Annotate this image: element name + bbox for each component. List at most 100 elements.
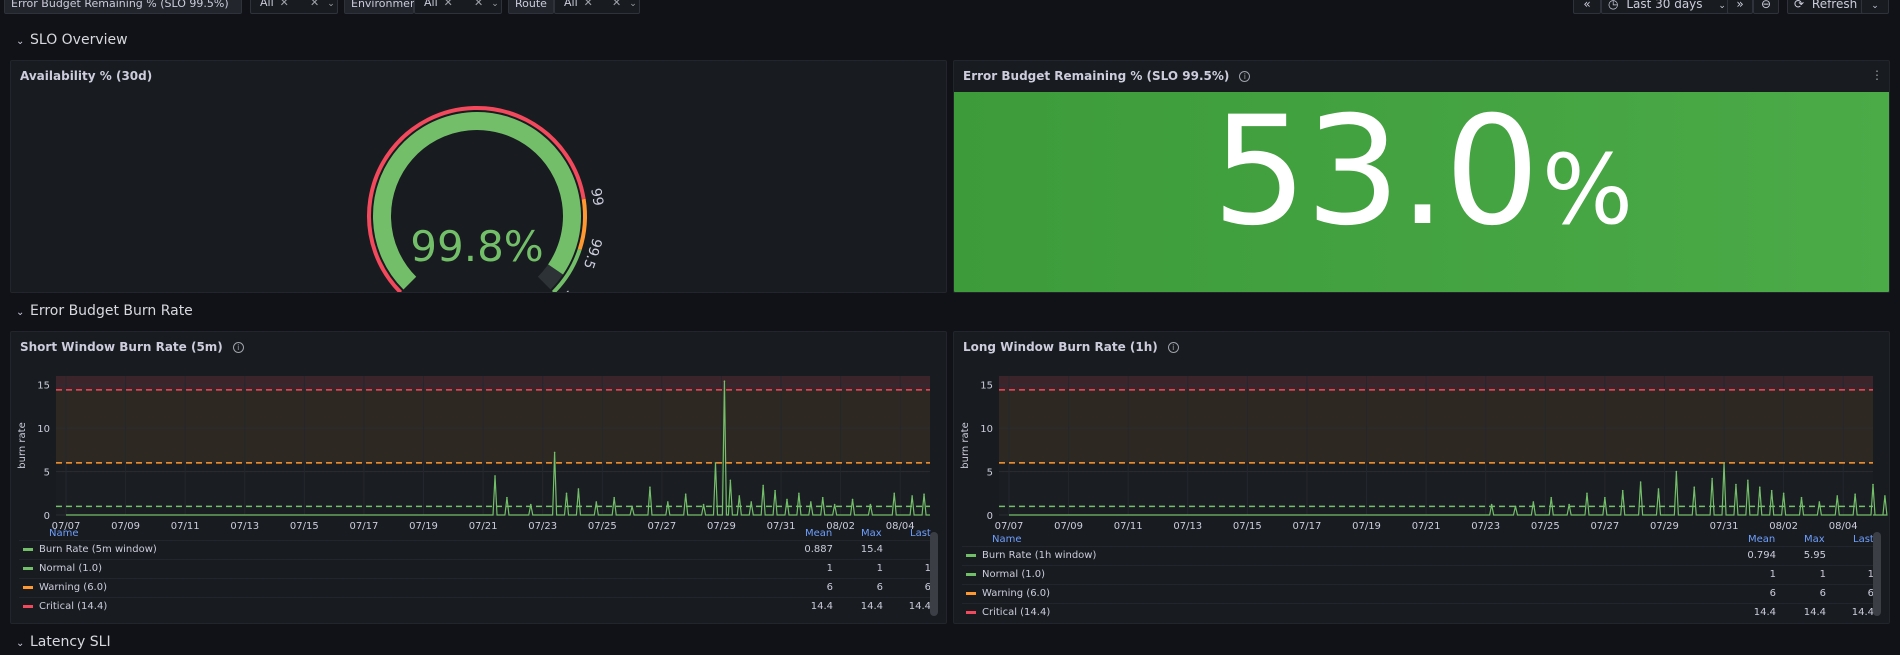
legend-last: 14.4 (1851, 607, 1874, 618)
legend-mean: 1 (1769, 569, 1776, 580)
clock-icon: ◷ (1608, 0, 1619, 11)
environment-all-chip[interactable]: All ✕ (424, 0, 453, 14)
chevron-down-icon[interactable]: ⌄ (629, 0, 637, 9)
info-icon[interactable]: i (1167, 342, 1179, 353)
panel-menu-icon[interactable]: ⋮ (1871, 68, 1883, 82)
budget-variable-dropdown[interactable]: Error Budget Remaining % (SLO 99.5%) (4, 0, 242, 14)
legend-swatch (966, 572, 976, 576)
time-shift-forward-button[interactable]: » (1727, 0, 1753, 14)
legend-header-name[interactable]: Name (992, 534, 1022, 545)
legend-mean: 0.887 (804, 544, 833, 555)
environment-controls[interactable]: ✕ ⌄ (468, 0, 499, 14)
legend-row[interactable]: Warning (6.0) 6 6 6 (962, 584, 1874, 603)
x-tick-label: 07/09 (111, 521, 140, 532)
legend-last: 1 (1867, 569, 1874, 580)
legend-swatch (966, 591, 976, 595)
clear-icon[interactable]: ✕ (310, 0, 320, 9)
long-window-panel[interactable]: Long Window Burn Rate (1h) i 0 5 10 15 07/07 0… (953, 331, 1890, 624)
legend-name: Critical (14.4) (982, 607, 1051, 618)
availability-panel[interactable]: Availability % (30d) 99.8% 95 100 99 99.… (10, 60, 947, 293)
legend-header-max[interactable]: Max (1804, 534, 1825, 545)
legend-mean: 6 (826, 582, 833, 593)
zoom-out-button[interactable]: ⊖ (1753, 0, 1779, 14)
y-tick-label: 10 (980, 424, 993, 435)
legend-name: Normal (1.0) (39, 563, 103, 574)
legend-row[interactable]: Burn Rate (1h window) 0.794 5.95 (962, 546, 1873, 565)
legend-header-name[interactable]: Name (49, 528, 79, 539)
data-point (565, 492, 568, 495)
legend-row[interactable]: Normal (1.0) 1 1 1 (962, 565, 1874, 584)
data-point (613, 496, 615, 499)
route-all-chip[interactable]: All ✕ (564, 0, 593, 14)
route-variable-select[interactable] (554, 0, 640, 14)
gauge-value-arc (373, 112, 581, 290)
legend-swatch (966, 553, 976, 557)
legend-row[interactable]: Warning (6.0) 6 6 6 (19, 578, 931, 597)
x-tick-label: 07/25 (1531, 521, 1560, 532)
legend-header-last[interactable]: Last (1853, 534, 1874, 545)
error-budget-panel[interactable]: Error Budget Remaining % (SLO 99.5%) i ⋮ … (953, 60, 1890, 293)
service-controls[interactable]: ✕ ⌄ (304, 0, 335, 14)
x-tick-label: 07/11 (171, 521, 200, 532)
data-point (631, 505, 633, 508)
chevron-down-icon: ⌄ (16, 307, 25, 318)
data-point (762, 484, 764, 487)
clear-icon[interactable]: ✕ (474, 0, 484, 9)
data-point (1770, 489, 1773, 492)
route-controls[interactable]: ✕ ⌄ (606, 0, 637, 14)
legend-swatch (23, 566, 33, 570)
row-latency-title: Latency SLI (30, 634, 111, 650)
row-slo-overview[interactable]: ⌄ SLO Overview (16, 32, 128, 48)
x-tick-label: 07/23 (528, 521, 557, 532)
refresh-interval-dropdown[interactable]: ⌄ (1861, 0, 1889, 14)
data-point (577, 488, 580, 490)
legend-row[interactable]: Burn Rate (5m window) 0.887 15.4 (19, 540, 930, 559)
info-icon[interactable]: i (232, 342, 244, 353)
short-window-chart[interactable]: 0 5 10 15 07/07 07/09 07/11 07/13 07/15 07/17 07/1… (11, 332, 947, 537)
x-tick-label: 07/07 (995, 521, 1024, 532)
legend-header-mean[interactable]: Mean (805, 528, 833, 539)
legend-row[interactable]: Critical (14.4) 14.4 14.4 14.4 (19, 597, 931, 616)
gauge-threshold-arc (367, 106, 586, 292)
legend-last: 1 (924, 563, 931, 574)
x-tick-label: 07/11 (1114, 521, 1143, 532)
remove-icon[interactable]: ✕ (443, 0, 453, 9)
time-shift-back-button[interactable]: « (1573, 0, 1601, 14)
legend-scrollbar[interactable] (1873, 532, 1881, 616)
chevron-down-icon[interactable]: ⌄ (327, 0, 335, 9)
chevron-down-icon[interactable]: ⌄ (491, 0, 499, 9)
x-tick-label: 07/13 (1173, 521, 1202, 532)
remove-icon[interactable]: ✕ (583, 0, 593, 9)
long-window-legend: Name Mean Max Last Burn Rate (1h window)… (962, 534, 1874, 622)
legend-header-mean[interactable]: Mean (1748, 534, 1776, 545)
data-point (1836, 495, 1839, 497)
environment-label-text: Environment (351, 0, 422, 10)
double-chevron-right-icon: » (1736, 0, 1744, 11)
info-icon[interactable]: i (1239, 71, 1251, 82)
legend-row[interactable]: Critical (14.4) 14.4 14.4 14.4 (962, 603, 1874, 622)
availability-gauge: 99.8% 95 100 99 99.5 (367, 106, 606, 292)
legend-row[interactable]: Normal (1.0) 1 1 1 (19, 559, 931, 578)
budget-variable-label: Error Budget Remaining % (SLO 99.5%) (11, 0, 229, 10)
legend-scrollbar[interactable] (930, 532, 938, 616)
long-window-chart[interactable]: 0 5 10 15 07/07 07/09 07/11 07/13 07/15 07/17 07/1… (954, 332, 1890, 537)
long-window-panel-title: Long Window Burn Rate (1h) i (963, 340, 1179, 354)
row-latency-sli[interactable]: ⌄ Latency SLI (16, 634, 111, 650)
x-tick-label: 07/17 (1293, 521, 1322, 532)
legend-name: Warning (6.0) (982, 588, 1050, 599)
environment-variable-select[interactable] (414, 0, 502, 14)
time-range-picker[interactable]: ◷ Last 30 days ⌄ (1601, 0, 1735, 14)
data-point (911, 495, 913, 497)
service-variable-select[interactable] (250, 0, 338, 14)
x-tick-label: 07/09 (1054, 521, 1083, 532)
data-point (869, 503, 872, 506)
availability-panel-title: Availability % (30d) (20, 69, 152, 83)
legend-header-max[interactable]: Max (861, 528, 882, 539)
short-window-panel[interactable]: Short Window Burn Rate (5m) i 0 5 10 15 07/07… (10, 331, 947, 624)
clear-icon[interactable]: ✕ (612, 0, 622, 9)
service-all-chip[interactable]: All ✕ (260, 0, 289, 14)
row-burn-rate[interactable]: ⌄ Error Budget Burn Rate (16, 303, 193, 319)
legend-header-last[interactable]: Last (910, 528, 931, 539)
x-tick-label: 07/31 (1710, 521, 1739, 532)
remove-icon[interactable]: ✕ (279, 0, 289, 9)
